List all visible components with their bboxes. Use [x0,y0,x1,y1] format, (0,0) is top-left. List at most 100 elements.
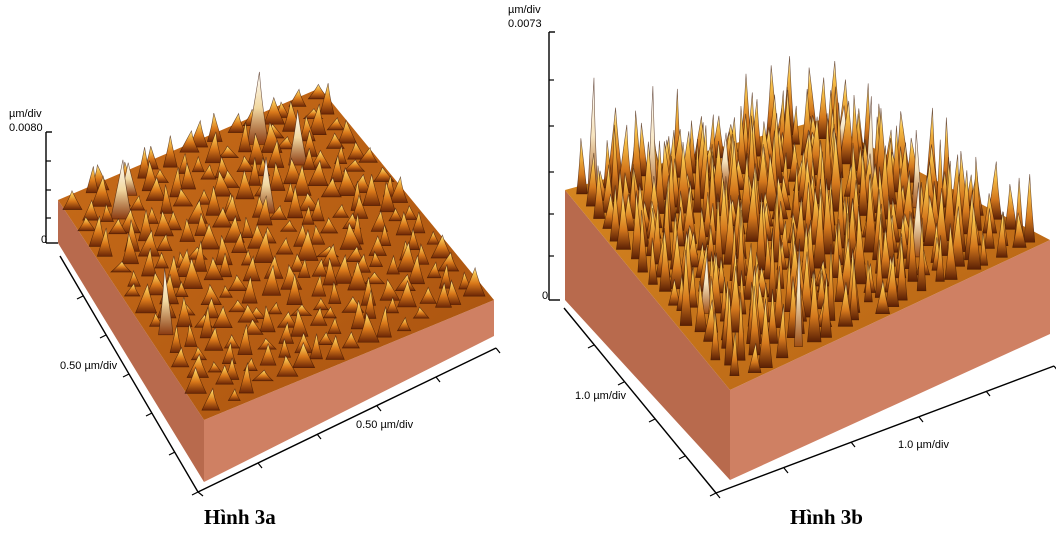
surface-peak [407,254,426,285]
afm-panel-3b: µm/div 0.0073 0 1.0 µm/div 1.0 µm/div Hì… [508,0,1056,533]
surface-peak [654,140,666,214]
surface-peak [426,261,442,279]
surface-peak [223,334,240,349]
surface-peak [966,203,982,270]
surface-peak [90,176,112,207]
surface-peak [616,192,631,250]
surface-peak [237,324,253,356]
figure-caption: Hình 3b [790,505,863,529]
surface-peak [378,224,392,246]
surface-peak [736,292,746,361]
surface-peak [145,176,167,201]
surface-peak [768,228,777,303]
surface-peak [217,252,233,278]
surface-peak [342,159,366,172]
surface-peak [214,235,233,266]
surface-peak [82,199,100,221]
surface-peak [231,231,248,254]
surface-peak [261,265,282,296]
surface-peak [309,198,325,222]
surface-peak [729,330,740,377]
surface-peak [907,212,918,282]
surface-peak [292,341,316,368]
axes [548,31,1055,494]
surface-peak [347,260,369,291]
surface-peak [290,304,313,316]
surface-peak [205,186,222,216]
surface-peak [181,257,203,289]
surface-peak [437,251,460,272]
surface-peak [267,301,283,315]
surface-peak [186,353,210,378]
surface-peak [296,228,319,261]
surface-peak [798,223,813,293]
surface-peak [326,117,345,131]
surface-peak [995,211,1008,258]
surface-peak [200,164,217,180]
surface-peak [62,189,83,210]
surface-peak [155,233,173,251]
surface-peak [327,316,342,334]
surface-peak [169,325,183,353]
surface-peak [339,221,363,250]
surface-peak [388,207,403,222]
surface-peak [358,146,378,163]
surface-peak [603,140,613,189]
axis-ticks [46,160,501,497]
surface-peak [885,253,900,307]
surface-peak [286,273,303,305]
surface-peak [211,206,233,228]
surface-peak [812,188,827,269]
surface-peak [681,187,697,244]
surface-peak [278,338,292,358]
surface-peak [351,194,369,219]
surface-peak [852,206,868,285]
surface-peak [301,205,315,225]
surface-peak [172,187,194,207]
surface-peak [221,194,242,222]
surface-peak [221,342,237,365]
surface-peak [276,354,299,377]
surface-peak [944,223,958,280]
surface-peak [693,138,702,213]
surface-peak [426,230,441,245]
z-zero-label: 0 [542,290,549,302]
surface-peak [935,235,945,282]
surface-peak [217,145,240,158]
surface-peak [137,229,161,257]
surface-peak [807,269,822,343]
surface-peak [412,306,430,319]
z-zero-label: 0 [41,234,48,246]
surface-peak [268,204,288,220]
surface-peak [85,166,99,194]
surface-peak [179,218,196,242]
surface-peak [227,274,249,292]
x-axis-label: 0.50 µm/div [356,419,414,431]
surface-peak [329,155,345,183]
surface-peak [659,228,672,292]
afm-3d-plot-3a [45,71,501,497]
surface-peak [911,130,923,209]
surface-peak [215,364,235,385]
surface-peak [256,195,273,226]
surface-peak [837,282,854,327]
surface-peak [849,259,860,321]
surface-peak [332,203,350,218]
z-unit-label: µm/div [508,4,541,16]
surface-peak [266,139,285,168]
surface-peak [379,181,396,213]
surface-peak [179,162,197,190]
surface-peak [758,298,773,368]
surface-peak [687,265,698,308]
surface-peak [363,289,377,319]
x-axis-label: 1.0 µm/div [898,439,949,451]
surface-peak [110,260,133,273]
surface-peak [247,133,267,165]
surface-peak [302,147,317,170]
surface-peak [593,165,606,219]
surface-peak [228,299,248,313]
surface-peak [1004,184,1018,230]
surface-peak [332,253,355,284]
surface-peak [176,296,193,328]
surface-peak [246,71,269,145]
